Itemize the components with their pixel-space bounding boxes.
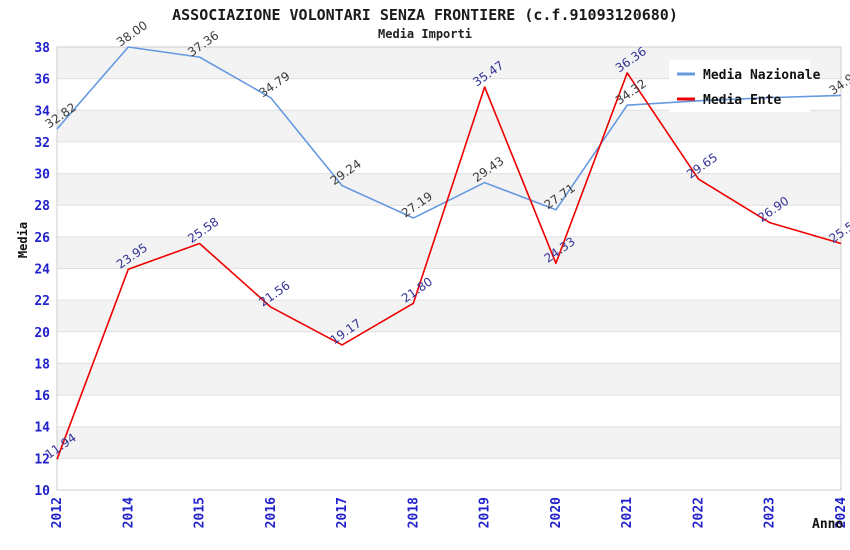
x-axis-title: Anno xyxy=(812,517,843,532)
plot-band xyxy=(57,426,841,459)
y-tick-label: 34 xyxy=(34,104,50,119)
y-tick-label: 10 xyxy=(34,484,50,499)
x-tick-label: 2014 xyxy=(121,497,136,528)
plot-band xyxy=(57,300,841,332)
y-tick-label: 16 xyxy=(34,389,50,404)
y-tick-label: 26 xyxy=(34,231,50,246)
series-line-media-nazionale xyxy=(56,46,842,219)
chart-title: ASSOCIAZIONE VOLONTARI SENZA FRONTIERE (… xyxy=(172,6,678,24)
y-tick-label: 38 xyxy=(34,41,50,56)
series-line-media-ente xyxy=(56,72,842,460)
y-tick-label: 32 xyxy=(34,136,50,151)
y-tick-label: 22 xyxy=(34,294,50,309)
legend-item-media-nazionale: Media Nazionale xyxy=(703,68,821,83)
y-tick-label: 14 xyxy=(34,421,50,436)
plot-band xyxy=(57,110,841,142)
y-axis-title: Media xyxy=(16,222,30,258)
plot-border xyxy=(56,46,842,491)
x-tick-label: 2024 xyxy=(834,497,849,528)
x-tick-label: 2020 xyxy=(549,497,564,528)
x-tick-label: 2019 xyxy=(478,497,493,528)
x-tick-label: 2012 xyxy=(50,497,65,528)
x-tick-label: 2023 xyxy=(763,497,778,528)
legend-box xyxy=(669,60,810,112)
y-tick-label: 28 xyxy=(34,199,50,214)
x-tick-label: 2022 xyxy=(691,497,706,528)
data-label: 38.00 xyxy=(114,18,150,49)
plot-band xyxy=(57,236,841,269)
chart-subtitle: Media Importi xyxy=(378,27,472,41)
y-tick-label: 36 xyxy=(34,73,50,88)
data-label: 34.32 xyxy=(613,76,649,107)
legend-item-media-ente: Media Ente xyxy=(703,93,781,108)
x-tick-label: 2016 xyxy=(264,497,279,528)
x-tick-label: 2021 xyxy=(620,497,635,528)
plot-band xyxy=(57,363,841,396)
y-tick-label: 20 xyxy=(34,326,50,341)
x-tick-label: 2018 xyxy=(406,497,421,528)
y-tick-label: 24 xyxy=(34,263,50,278)
y-tick-label: 18 xyxy=(34,357,50,372)
x-tick-label: 2017 xyxy=(335,497,350,528)
x-tick-label: 2015 xyxy=(193,497,208,528)
y-tick-label: 30 xyxy=(34,168,50,183)
y-tick-label: 12 xyxy=(34,452,50,467)
